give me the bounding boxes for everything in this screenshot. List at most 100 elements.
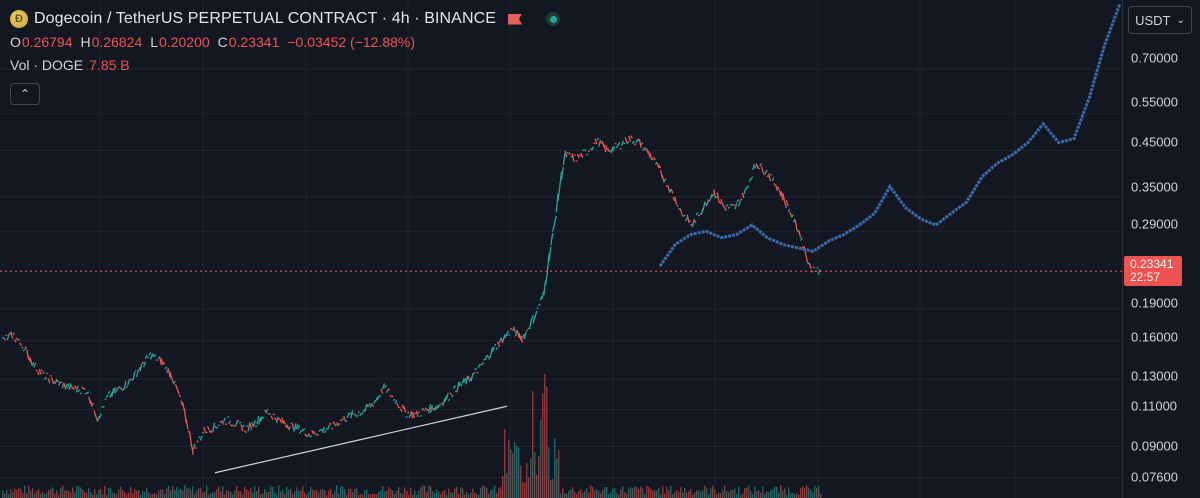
volume-bar bbox=[632, 488, 634, 498]
volume-bar bbox=[538, 455, 540, 498]
price-candle bbox=[27, 355, 31, 363]
price-candle bbox=[63, 382, 67, 390]
volume-bar bbox=[736, 494, 738, 498]
volume-bar bbox=[330, 488, 332, 498]
volume-bar bbox=[220, 491, 222, 498]
volume-bar bbox=[8, 494, 10, 498]
volume-bar bbox=[628, 488, 630, 498]
volume-bar bbox=[778, 492, 780, 498]
volume-bar bbox=[514, 441, 516, 498]
price-candle bbox=[686, 214, 690, 223]
volume-bar bbox=[708, 494, 710, 498]
volume-bar bbox=[516, 446, 518, 498]
open-label: O bbox=[10, 34, 21, 50]
volume-bar bbox=[796, 493, 798, 498]
price-candle bbox=[477, 363, 481, 368]
high-value: 0.26824 bbox=[91, 34, 143, 50]
volume-bar bbox=[370, 494, 372, 498]
price-candle bbox=[12, 332, 15, 336]
volume-bar bbox=[518, 447, 520, 498]
price-candle bbox=[151, 353, 155, 358]
price-candle bbox=[624, 137, 628, 144]
volume-bar bbox=[610, 492, 612, 498]
volume-bar bbox=[450, 492, 452, 498]
volume-bar bbox=[724, 485, 726, 498]
volume-bar bbox=[120, 486, 122, 498]
price-candle bbox=[584, 149, 587, 152]
price-candle bbox=[789, 212, 793, 218]
volume-bar bbox=[658, 487, 660, 498]
price-candle bbox=[725, 204, 729, 208]
price-candle bbox=[603, 144, 607, 153]
market-status-icon[interactable] bbox=[546, 12, 561, 26]
price-candle bbox=[500, 337, 504, 344]
volume-bar bbox=[390, 488, 392, 498]
volume-bar bbox=[768, 492, 770, 498]
volume-bar bbox=[482, 485, 484, 498]
volume-bar bbox=[346, 494, 348, 498]
price-candle bbox=[628, 135, 632, 142]
low-label: L bbox=[150, 34, 159, 50]
volume-bar bbox=[122, 490, 124, 498]
volume-bar bbox=[230, 491, 232, 498]
price-candle bbox=[596, 137, 600, 141]
price-chart[interactable] bbox=[0, 0, 1122, 498]
price-axis[interactable] bbox=[1122, 0, 1200, 498]
symbol-title[interactable]: Dogecoin / TetherUS PERPETUAL CONTRACT ·… bbox=[34, 10, 497, 27]
price-candle bbox=[672, 197, 676, 202]
price-candle bbox=[162, 361, 166, 365]
volume-bar bbox=[430, 486, 432, 498]
price-candle bbox=[341, 417, 345, 421]
volume-bar bbox=[762, 486, 764, 498]
price-candle bbox=[544, 272, 548, 286]
volume-bar bbox=[106, 494, 108, 498]
price-candle bbox=[252, 420, 256, 428]
flag-icon[interactable] bbox=[508, 14, 522, 25]
price-candle bbox=[118, 386, 122, 389]
price-candle bbox=[642, 147, 646, 151]
price-candle bbox=[431, 407, 435, 411]
volume-bar bbox=[332, 494, 334, 498]
collapse-legend-button[interactable]: ⌃ bbox=[10, 83, 40, 105]
price-candle bbox=[79, 392, 83, 395]
volume-bar bbox=[700, 492, 702, 498]
price-candle bbox=[399, 408, 403, 413]
volume-bar bbox=[448, 488, 450, 498]
volume-bar bbox=[174, 490, 176, 498]
volume-bar bbox=[716, 493, 718, 498]
volume-bar bbox=[466, 492, 468, 498]
price-candle bbox=[371, 403, 375, 407]
price-candle bbox=[615, 144, 619, 149]
price-candle bbox=[215, 426, 219, 430]
price-candle bbox=[235, 420, 239, 426]
volume-bar bbox=[488, 493, 490, 498]
volume-bar bbox=[800, 488, 802, 498]
price-candle bbox=[231, 424, 235, 427]
currency-selector[interactable]: USDT ⌄ bbox=[1128, 6, 1192, 34]
volume-bar bbox=[460, 487, 462, 498]
price-candle bbox=[741, 192, 745, 199]
price-candle bbox=[376, 394, 380, 401]
price-candle bbox=[201, 431, 205, 434]
price-candle bbox=[421, 407, 424, 411]
volume-bar bbox=[116, 494, 118, 498]
volume-bar bbox=[752, 493, 754, 498]
volume-bar bbox=[134, 488, 136, 498]
price-candle bbox=[440, 402, 444, 405]
volume-bar bbox=[446, 494, 448, 498]
volume-bar bbox=[636, 487, 638, 498]
volume-bar bbox=[258, 486, 260, 498]
volume-bar bbox=[740, 494, 742, 498]
price-candle bbox=[139, 363, 143, 371]
price-candle bbox=[711, 193, 715, 197]
volume-bar bbox=[86, 492, 88, 498]
volume-bar bbox=[572, 487, 574, 498]
volume-bar bbox=[380, 490, 382, 498]
price-candle bbox=[130, 378, 134, 381]
volume-bar bbox=[310, 486, 312, 498]
volume-bar bbox=[576, 493, 578, 498]
chevron-down-icon: ⌄ bbox=[1176, 14, 1185, 26]
price-candle bbox=[508, 334, 511, 337]
volume-bar bbox=[648, 486, 650, 498]
volume-bar bbox=[638, 489, 640, 498]
